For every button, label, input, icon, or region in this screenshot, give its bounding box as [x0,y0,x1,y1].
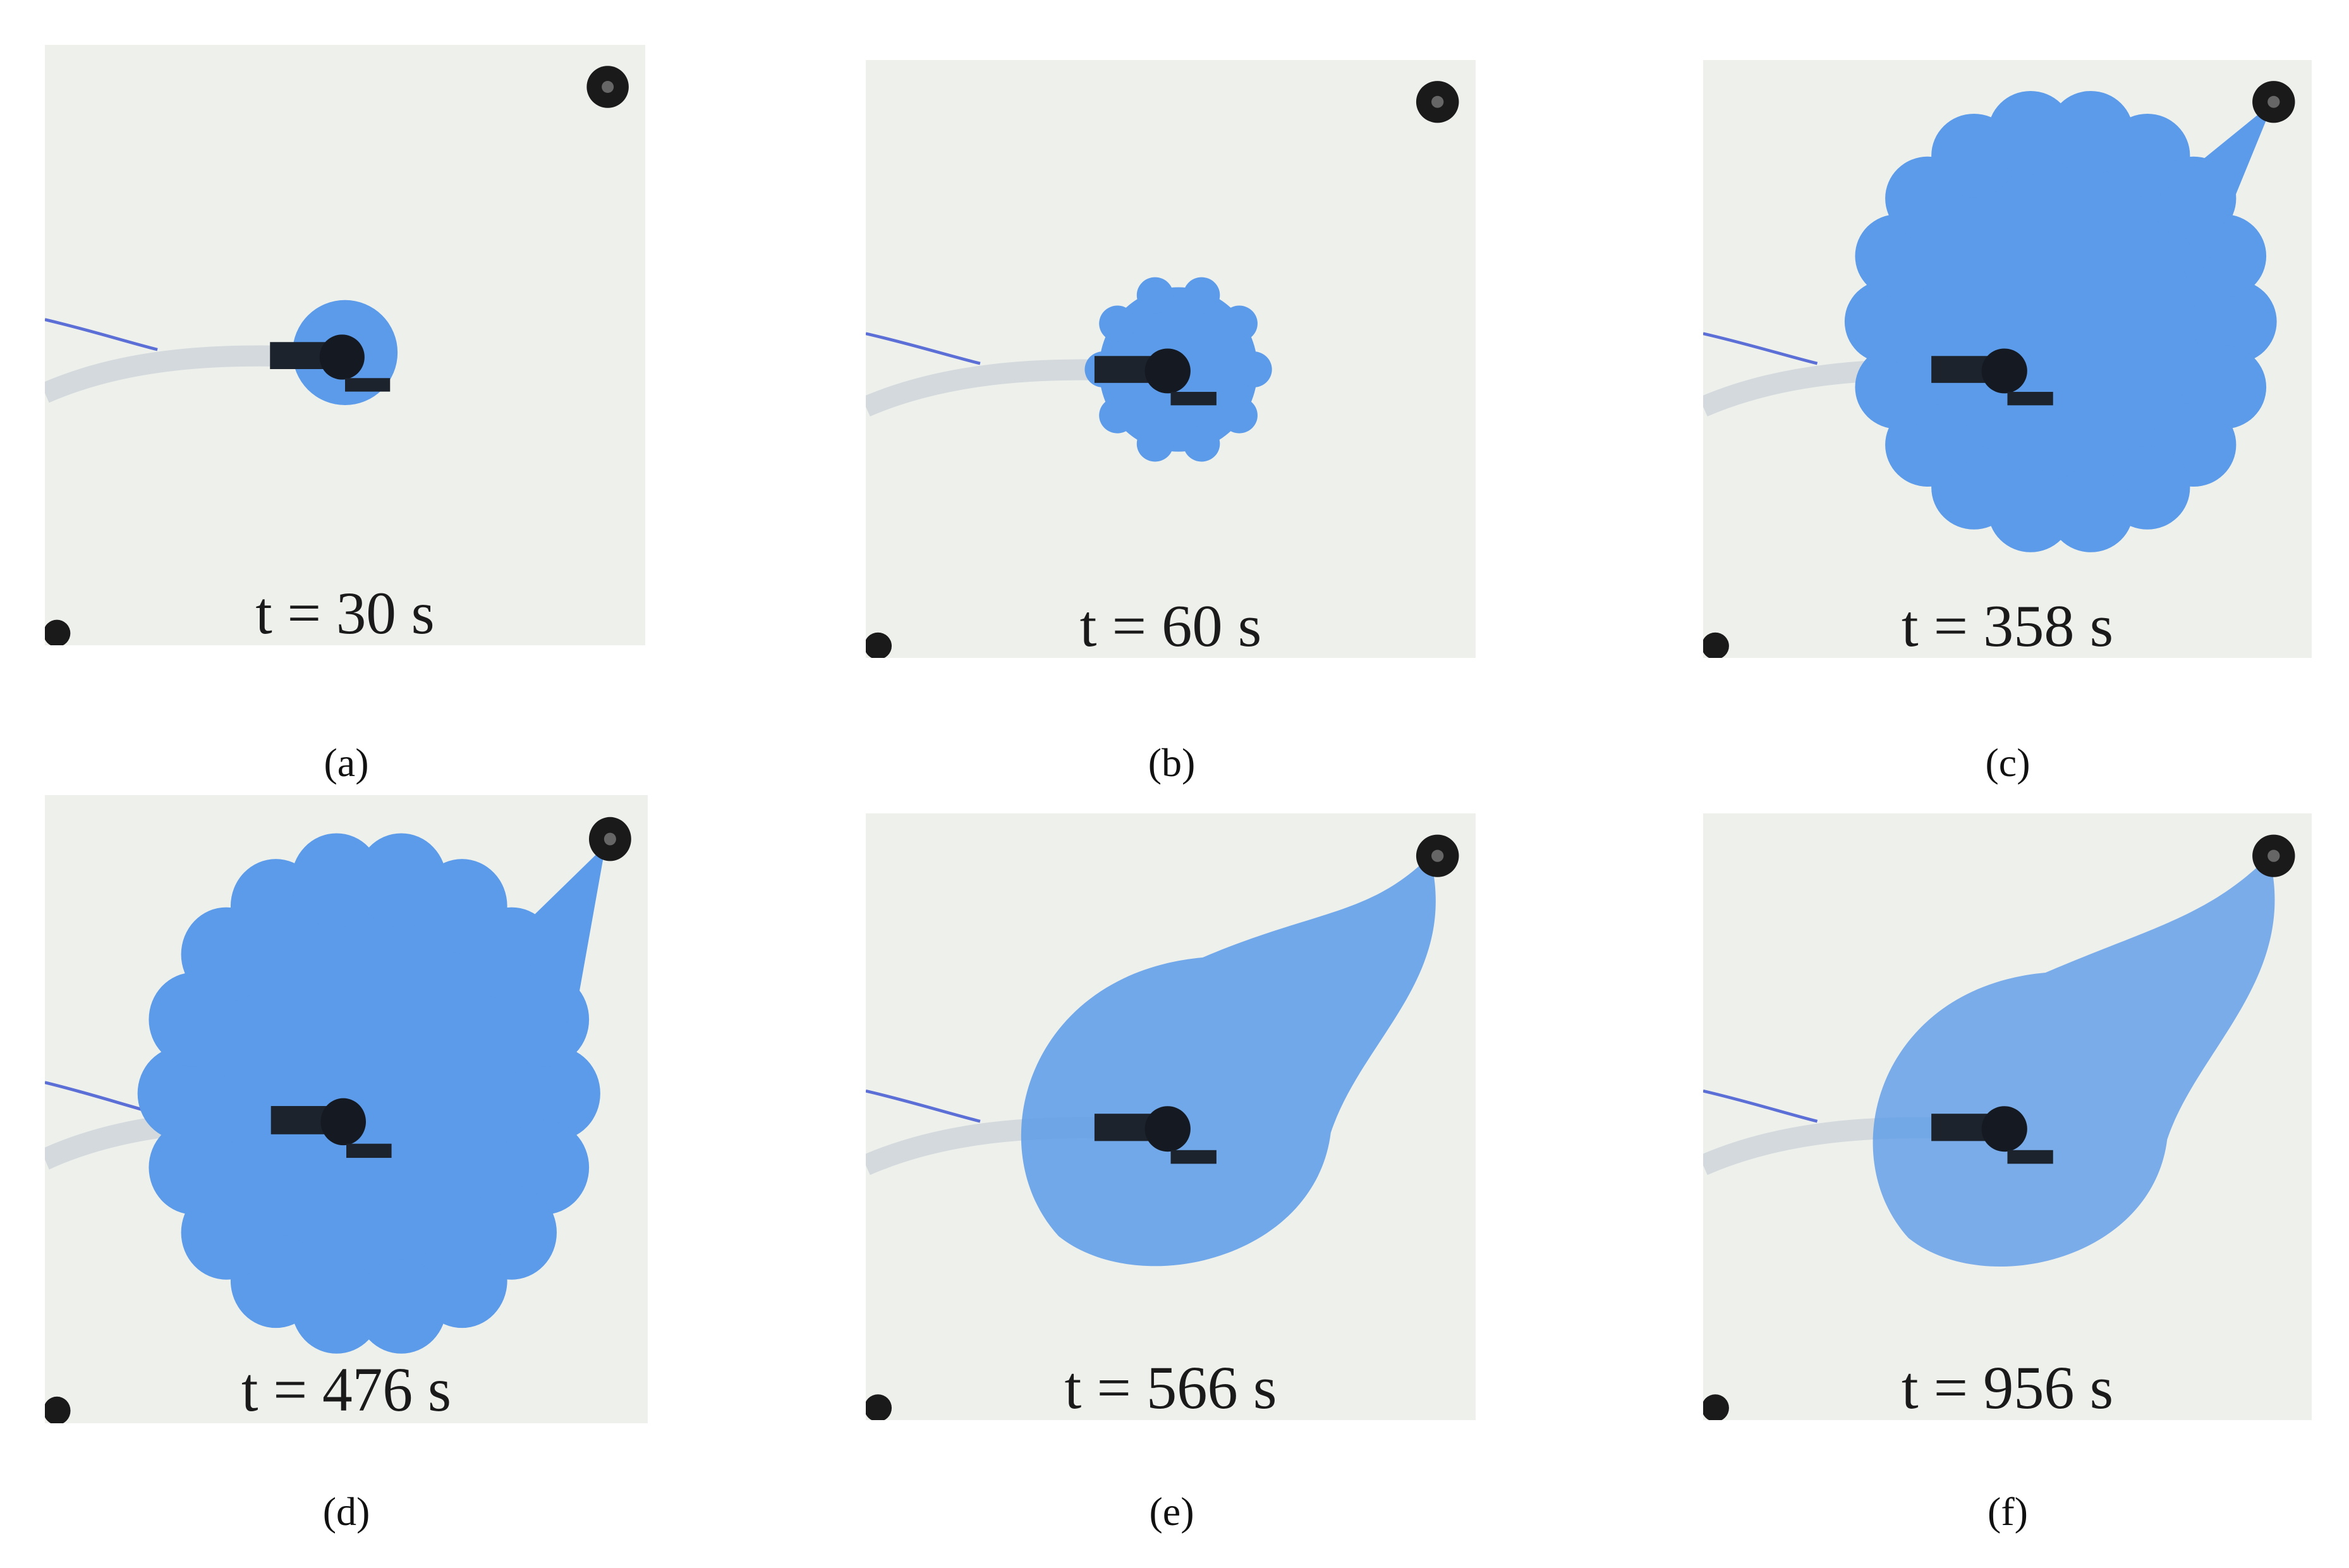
time-label: t = 60 s [1080,593,1262,658]
photo-panel: t = 956 s [1703,813,2312,1420]
panel-caption: (f) [1988,1489,2028,1534]
photo: t = 956 s [1703,813,2312,1420]
time-label: t = 566 s [1065,1354,1277,1420]
photo-panel: t = 60 s [866,60,1476,658]
photo: t = 566 s [866,813,1476,1420]
panel-caption: (c) [1985,740,2030,785]
panel-caption: (b) [1148,740,1196,785]
photo: t = 60 s [866,60,1476,658]
time-label: t = 358 s [1902,593,2113,658]
time-label: t = 30 s [255,580,434,645]
panel-caption: (a) [324,740,369,785]
photo: t = 30 s [45,45,645,645]
time-label: t = 956 s [1902,1354,2113,1420]
photo-panel: t = 476 s [45,795,648,1423]
photo: t = 358 s [1703,60,2312,658]
panel-caption: (e) [1149,1489,1194,1534]
photo-panel: t = 566 s [866,813,1476,1420]
panel-caption: (d) [322,1489,370,1534]
time-label: t = 476 s [241,1355,451,1423]
photo-panel: t = 358 s [1703,60,2312,658]
photo: t = 476 s [45,795,648,1423]
photo-panel: t = 30 s [45,45,645,645]
